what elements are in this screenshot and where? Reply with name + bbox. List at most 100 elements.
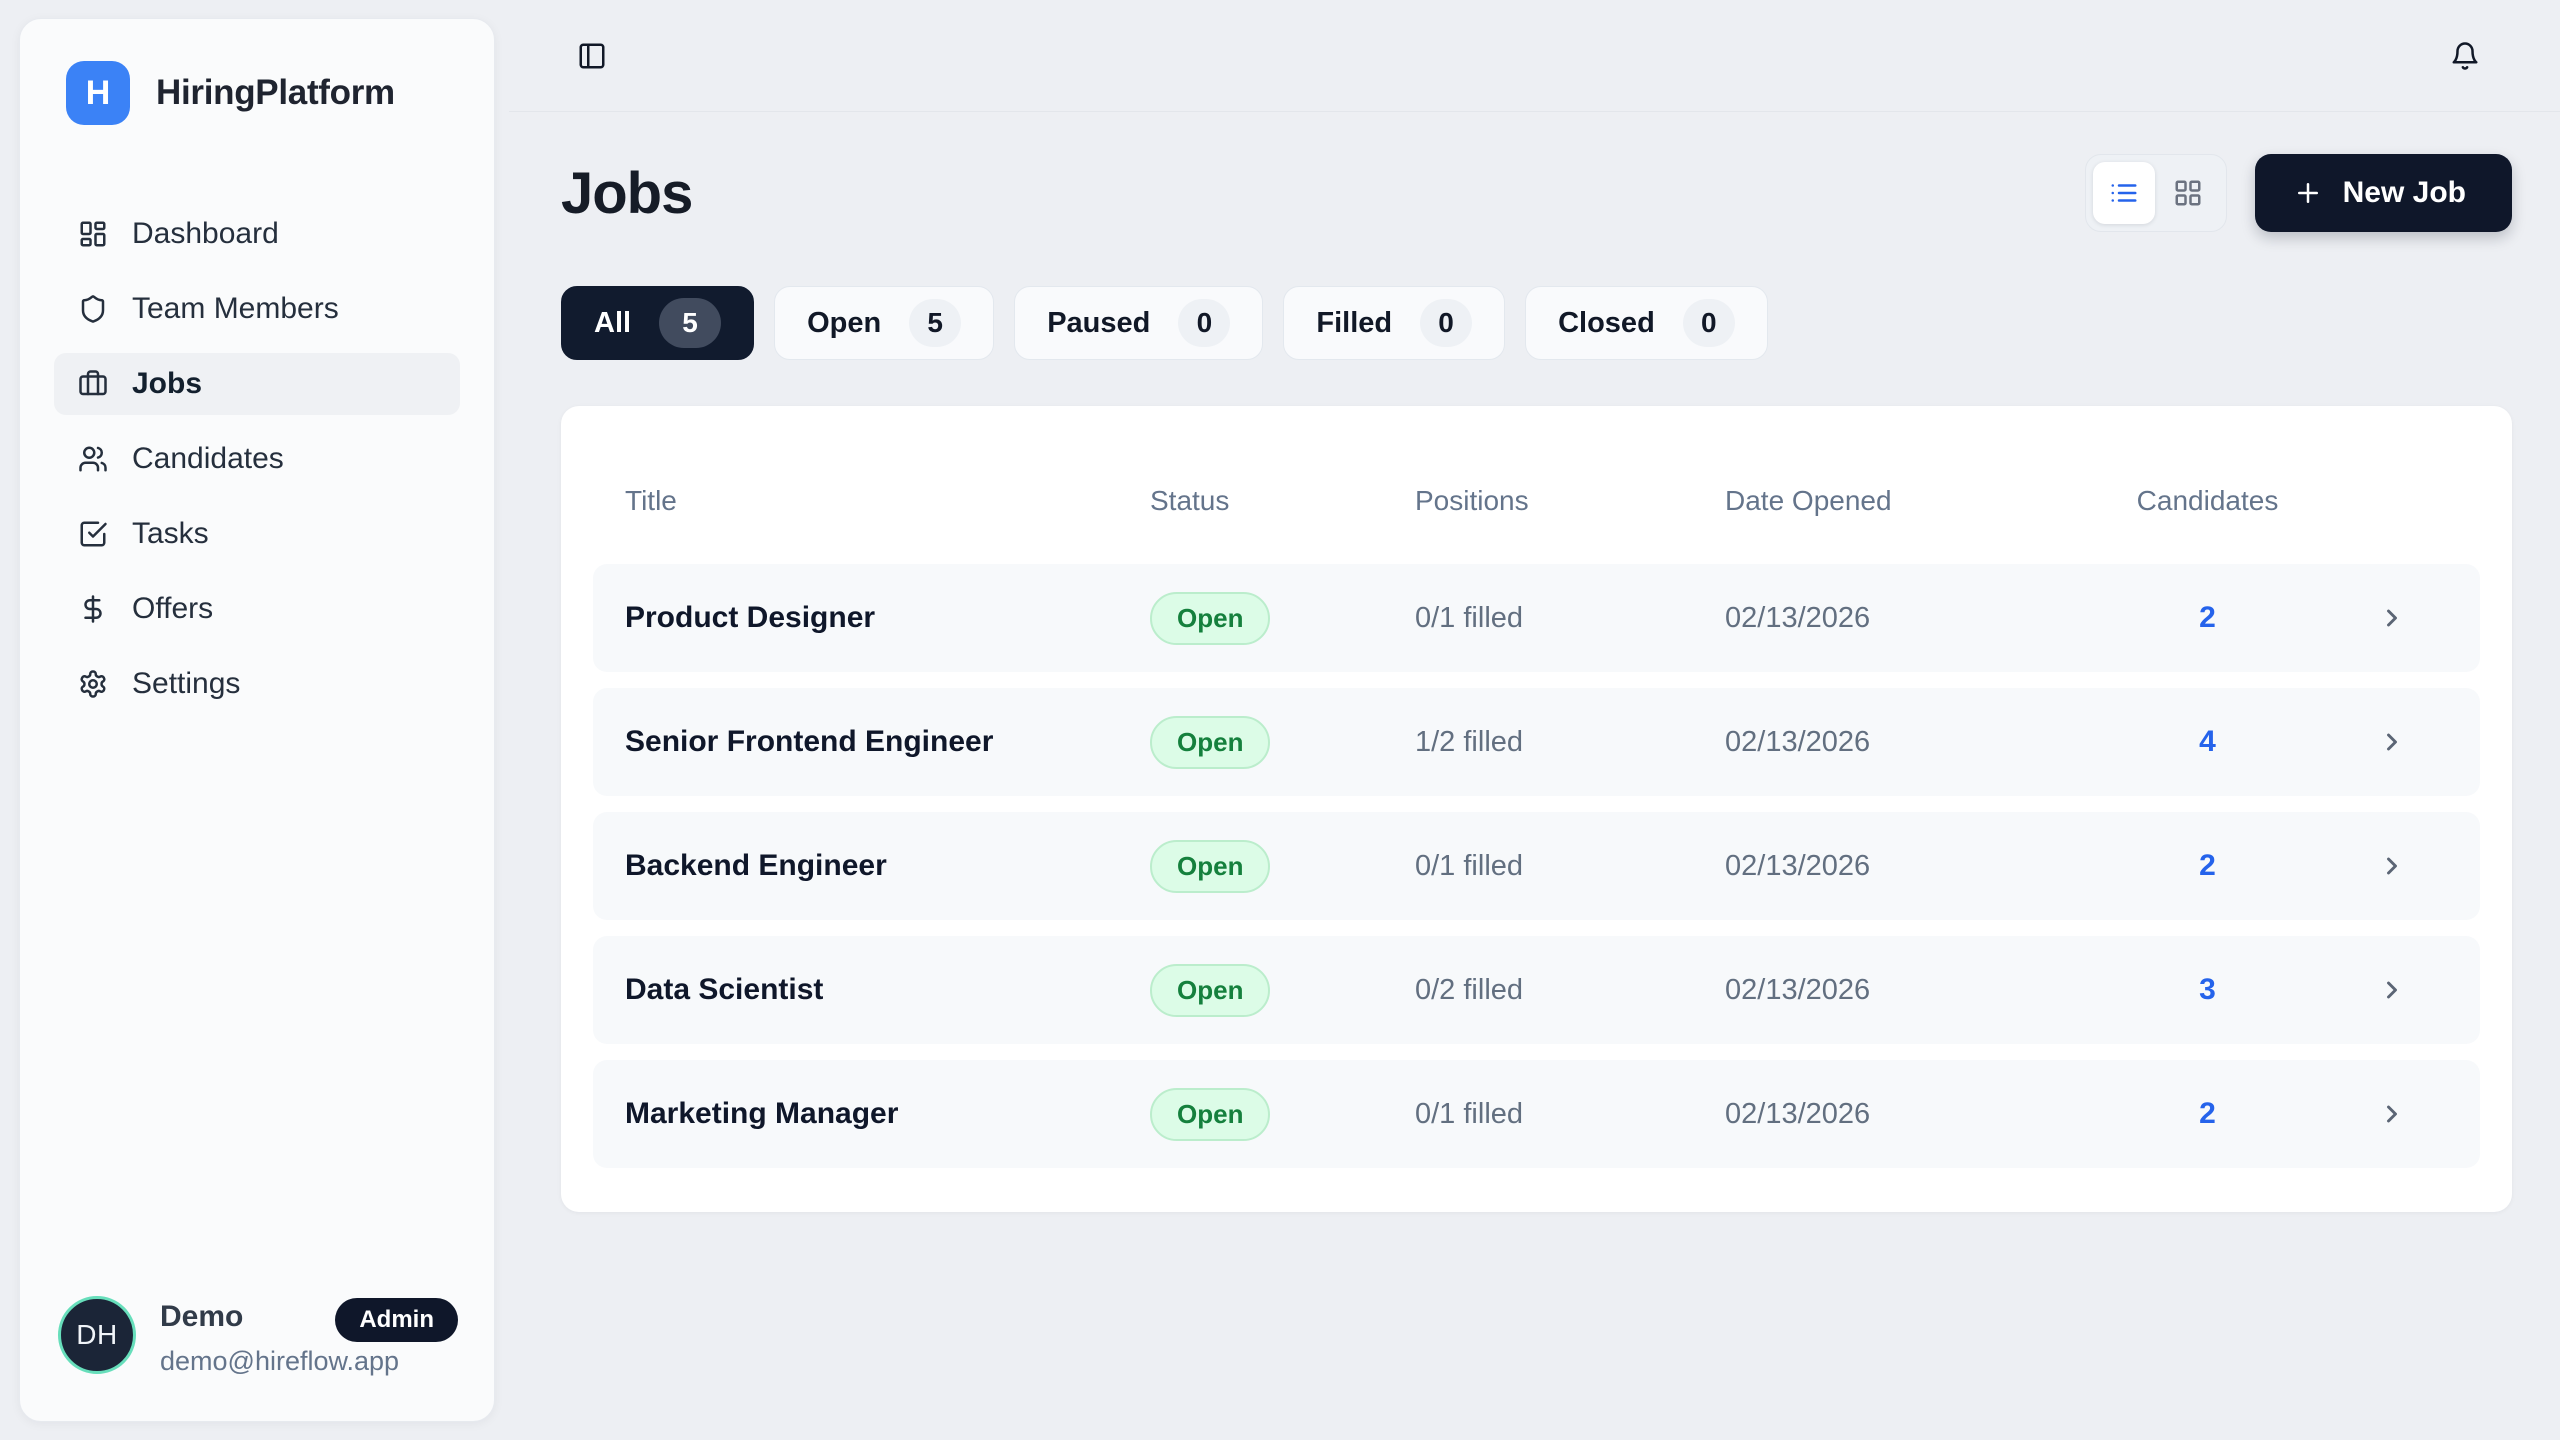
filter-tab-open[interactable]: Open 5: [774, 286, 995, 360]
sidebar-toggle-button[interactable]: [571, 35, 613, 77]
user-meta: Demo demo@hireflow.app: [160, 1296, 399, 1377]
job-table-row[interactable]: Product Designer Open 0/1 filled 02/13/2…: [593, 564, 2480, 672]
new-job-button[interactable]: New Job: [2254, 154, 2512, 232]
job-candidates-link[interactable]: 2: [2199, 601, 2216, 634]
chevron-right-icon[interactable]: [2378, 852, 2406, 880]
chevron-right-icon[interactable]: [2378, 976, 2406, 1004]
column-header-title: Title: [625, 485, 677, 516]
list-icon: [2109, 178, 2139, 208]
sidebar-item-settings[interactable]: Settings: [54, 653, 460, 715]
filter-count-badge: 5: [659, 298, 722, 348]
sidebar: H HiringPlatform Dashboard Team Members …: [19, 18, 495, 1422]
status-badge: Open: [1150, 963, 1271, 1017]
briefcase-icon: [78, 369, 108, 399]
nav-label: Offers: [132, 592, 214, 625]
check-square-icon: [78, 519, 108, 549]
nav-label: Team Members: [132, 292, 339, 325]
filter-count-badge: 5: [909, 299, 962, 347]
status-filters: All 5 Open 5 Paused 0 Filled 0 Closed 0: [561, 286, 2512, 360]
column-header-candidates: Candidates: [2136, 485, 2279, 516]
user-email: demo@hireflow.app: [160, 1346, 400, 1376]
dollar-sign-icon: [78, 594, 108, 624]
chevron-right-icon[interactable]: [2378, 728, 2406, 756]
main-area: Jobs New Job All 5 Open: [509, 0, 2560, 1440]
job-candidates-link[interactable]: 4: [2199, 725, 2216, 758]
status-badge: Open: [1150, 839, 1271, 893]
page-content: Jobs New Job All 5 Open: [509, 112, 2560, 1212]
job-candidates-link[interactable]: 2: [2199, 1097, 2216, 1130]
shield-icon: [78, 294, 108, 324]
chevron-right-icon[interactable]: [2378, 1100, 2406, 1128]
sidebar-nav: Dashboard Team Members Jobs Candidates T…: [54, 203, 460, 715]
table-header-row: Title Status Positions Date Opened Candi…: [593, 438, 2480, 564]
page-head: Jobs New Job: [561, 154, 2512, 232]
jobs-table-card: Title Status Positions Date Opened Candi…: [561, 406, 2512, 1212]
grid-icon: [2173, 178, 2203, 208]
job-table-row[interactable]: Backend Engineer Open 0/1 filled 02/13/2…: [593, 812, 2480, 920]
sidebar-item-dashboard[interactable]: Dashboard: [54, 203, 460, 265]
status-badge: Open: [1150, 591, 1271, 645]
filter-tab-all[interactable]: All 5: [561, 286, 755, 360]
job-table-row[interactable]: Marketing Manager Open 0/1 filled 02/13/…: [593, 1060, 2480, 1168]
user-name: Demo: [160, 1300, 244, 1333]
avatar-initials: DH: [76, 1319, 118, 1350]
job-candidates-link[interactable]: 3: [2199, 973, 2216, 1006]
filter-tab-filled[interactable]: Filled 0: [1283, 286, 1506, 360]
topbar: [509, 0, 2560, 112]
job-date-opened: 02/13/2026: [1725, 973, 1871, 1006]
job-title: Data Scientist: [625, 973, 824, 1006]
filter-label: Closed: [1558, 306, 1655, 339]
nav-label: Tasks: [132, 517, 209, 550]
job-title: Marketing Manager: [625, 1097, 899, 1130]
grid-view-button[interactable]: [2157, 162, 2219, 224]
head-actions: New Job: [2084, 154, 2512, 232]
panel-left-icon: [577, 41, 607, 71]
filter-tab-closed[interactable]: Closed 0: [1525, 286, 1768, 360]
sidebar-item-candidates[interactable]: Candidates: [54, 428, 460, 490]
nav-label: Jobs: [132, 367, 203, 400]
filter-count-badge: 0: [1682, 299, 1735, 347]
sidebar-item-offers[interactable]: Offers: [54, 578, 460, 640]
brand-initial: H: [85, 73, 111, 112]
list-view-button[interactable]: [2092, 162, 2155, 224]
new-job-label: New Job: [2342, 176, 2466, 209]
status-badge: Open: [1150, 1087, 1271, 1141]
user-panel[interactable]: DH Demo demo@hireflow.app Admin: [54, 1296, 460, 1377]
page-title: Jobs: [561, 160, 693, 226]
job-title: Senior Frontend Engineer: [625, 725, 994, 758]
filter-tab-paused[interactable]: Paused 0: [1014, 286, 1264, 360]
job-date-opened: 02/13/2026: [1725, 849, 1871, 882]
table-body: Product Designer Open 0/1 filled 02/13/2…: [593, 564, 2480, 1168]
sidebar-item-jobs[interactable]: Jobs: [54, 353, 460, 415]
layout-dashboard-icon: [78, 219, 108, 249]
column-header-status: Status: [1150, 485, 1230, 516]
bell-icon: [2450, 41, 2480, 71]
job-date-opened: 02/13/2026: [1725, 1097, 1871, 1130]
nav-label: Settings: [132, 667, 241, 700]
notifications-button[interactable]: [2444, 35, 2486, 77]
filter-count-badge: 0: [1420, 299, 1473, 347]
nav-label: Candidates: [132, 442, 284, 475]
avatar: DH: [58, 1296, 136, 1374]
nav-label: Dashboard: [132, 217, 279, 250]
job-date-opened: 02/13/2026: [1725, 725, 1871, 758]
job-title: Product Designer: [625, 601, 876, 634]
filter-label: Open: [807, 306, 882, 339]
sidebar-item-team-members[interactable]: Team Members: [54, 278, 460, 340]
settings-icon: [78, 669, 108, 699]
column-header-date-opened: Date Opened: [1725, 485, 1892, 516]
view-toggle: [2084, 154, 2227, 232]
status-badge: Open: [1150, 715, 1271, 769]
brand-logo-icon: H: [66, 61, 130, 125]
chevron-right-icon[interactable]: [2378, 604, 2406, 632]
job-table-row[interactable]: Senior Frontend Engineer Open 1/2 filled…: [593, 688, 2480, 796]
job-positions: 1/2 filled: [1415, 725, 1524, 758]
filter-count-badge: 0: [1178, 299, 1231, 347]
job-candidates-link[interactable]: 2: [2199, 849, 2216, 882]
filter-label: All: [594, 306, 632, 339]
job-table-row[interactable]: Data Scientist Open 0/2 filled 02/13/202…: [593, 936, 2480, 1044]
sidebar-item-tasks[interactable]: Tasks: [54, 503, 460, 565]
brand-name: HiringPlatform: [156, 73, 395, 112]
filter-label: Filled: [1316, 306, 1393, 339]
job-positions: 0/1 filled: [1415, 849, 1524, 882]
